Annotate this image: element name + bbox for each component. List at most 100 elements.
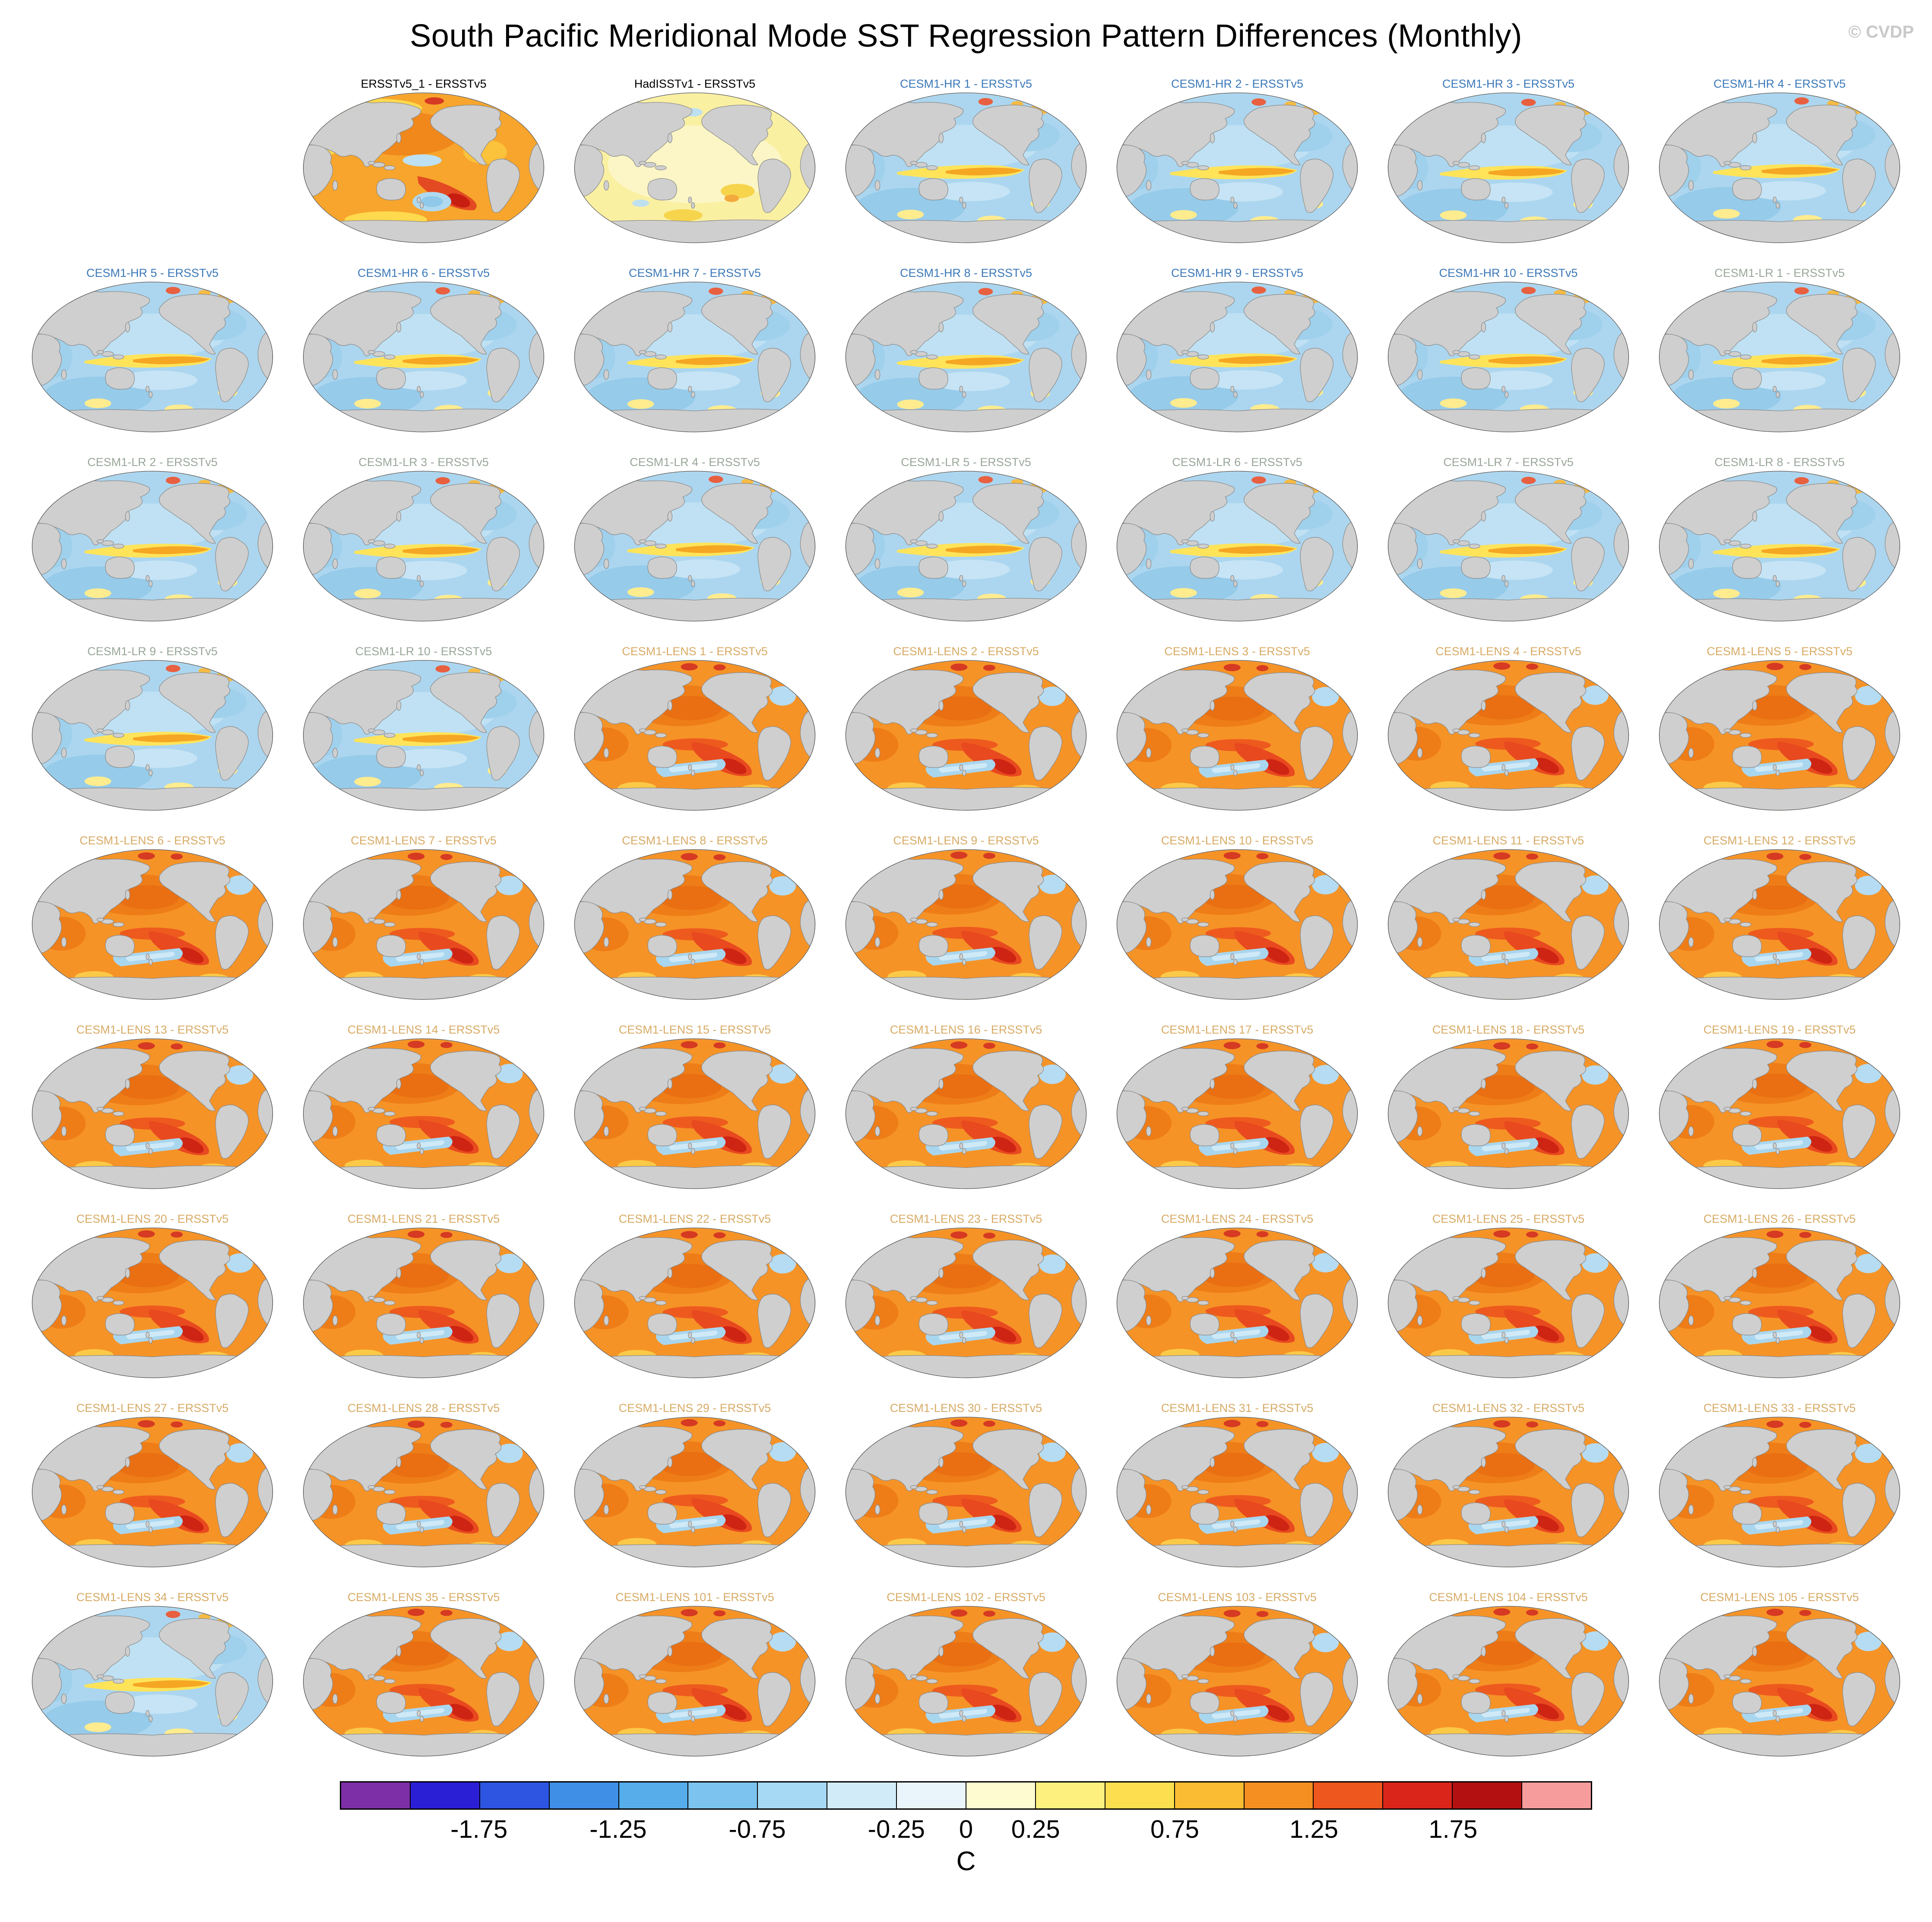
- world-map: [1658, 1416, 1901, 1568]
- colorbar-tick-label: -0.25: [868, 1815, 925, 1843]
- map-panel: CESM1-LENS 29 - ERSSTv5: [573, 1402, 816, 1568]
- world-map: [573, 92, 816, 244]
- map-panel-title: CESM1-HR 5 - ERSSTv5: [86, 266, 219, 279]
- map-panel: CESM1-LR 6 - ERSSTv5: [1116, 456, 1359, 622]
- map-panel-title: CESM1-LR 9 - ERSSTv5: [87, 645, 218, 658]
- world-map: [302, 849, 545, 1000]
- map-panel: HadISSTv1 - ERSSTv5: [573, 77, 816, 244]
- colorbar-segment: [549, 1782, 619, 1808]
- world-map-svg: [574, 471, 816, 622]
- world-map: [845, 1227, 1087, 1379]
- map-panel: CESM1-LENS 9 - ERSSTv5: [845, 834, 1087, 1000]
- world-map-svg: [303, 1227, 545, 1378]
- map-panel-title: CESM1-LENS 19 - ERSSTv5: [1703, 1023, 1856, 1036]
- map-panel: CESM1-LENS 21 - ERSSTv5: [302, 1212, 545, 1379]
- map-panel-title: HadISSTv1 - ERSSTv5: [634, 77, 756, 90]
- map-panel: CESM1-LENS 4 - ERSSTv5: [1387, 645, 1630, 811]
- world-map: [845, 281, 1087, 433]
- world-map-svg: [32, 471, 273, 622]
- world-map-svg: [845, 1227, 1087, 1378]
- map-panel: CESM1-LENS 8 - ERSSTv5: [573, 834, 816, 1000]
- world-map: [31, 1416, 274, 1568]
- map-grid: ERSSTv5_1 - ERSSTv5 HadISSTv1 - ERSSTv5 …: [31, 77, 1901, 1757]
- world-map: [845, 92, 1087, 244]
- world-map-svg: [1116, 1606, 1358, 1757]
- world-map-svg: [845, 1606, 1087, 1757]
- world-map-svg: [1116, 1417, 1358, 1567]
- colorbar-tick-label: 1.25: [1289, 1815, 1339, 1843]
- map-panel-title: CESM1-LENS 28 - ERSSTv5: [347, 1402, 500, 1415]
- world-map: [31, 470, 274, 622]
- map-panel-title: CESM1-HR 10 - ERSSTv5: [1439, 266, 1578, 279]
- map-panel: CESM1-LENS 1 - ERSSTv5: [573, 645, 816, 811]
- world-map-svg: [1659, 1417, 1900, 1567]
- world-map-svg: [1116, 660, 1358, 811]
- world-map-svg: [303, 1417, 545, 1567]
- map-panel: CESM1-LR 7 - ERSSTv5: [1387, 456, 1630, 622]
- map-panel-title: CESM1-LENS 3 - ERSSTv5: [1164, 645, 1310, 658]
- world-map-svg: [303, 1606, 545, 1757]
- map-panel-title: CESM1-LENS 25 - ERSSTv5: [1432, 1212, 1585, 1225]
- colorbar-segment: [1036, 1782, 1105, 1808]
- map-panel: CESM1-LR 9 - ERSSTv5: [31, 645, 274, 811]
- world-map-svg: [32, 1038, 273, 1189]
- world-map-svg: [1659, 471, 1900, 622]
- map-panel: CESM1-LENS 20 - ERSSTv5: [31, 1212, 274, 1379]
- world-map: [1116, 470, 1359, 622]
- map-panel-title: CESM1-LENS 34 - ERSSTv5: [76, 1591, 229, 1604]
- map-panel: CESM1-LENS 103 - ERSSTv5: [1116, 1591, 1359, 1757]
- map-panel-title: CESM1-LR 4 - ERSSTv5: [630, 456, 760, 469]
- world-map: [1116, 849, 1359, 1000]
- map-panel-title: CESM1-LENS 24 - ERSSTv5: [1161, 1212, 1314, 1225]
- map-panel: CESM1-LENS 101 - ERSSTv5: [573, 1591, 816, 1757]
- world-map-svg: [845, 849, 1087, 1000]
- map-panel: CESM1-LENS 31 - ERSSTv5: [1116, 1402, 1359, 1568]
- map-panel-title: CESM1-LR 3 - ERSSTv5: [358, 456, 489, 469]
- map-panel-title: CESM1-LR 1 - ERSSTv5: [1714, 266, 1845, 279]
- map-panel: CESM1-LENS 12 - ERSSTv5: [1658, 834, 1901, 1000]
- map-panel: CESM1-LENS 3 - ERSSTv5: [1116, 645, 1359, 811]
- world-map-svg: [32, 660, 273, 811]
- colorbar-segment: [827, 1782, 897, 1808]
- colorbar-segment: [1453, 1782, 1523, 1808]
- map-panel-title: CESM1-LENS 33 - ERSSTv5: [1703, 1402, 1856, 1415]
- world-map-svg: [1387, 660, 1629, 811]
- map-panel-title: CESM1-LENS 104 - ERSSTv5: [1429, 1591, 1588, 1604]
- map-panel-title: CESM1-LENS 14 - ERSSTv5: [347, 1023, 500, 1036]
- world-map: [1387, 660, 1630, 811]
- map-panel: CESM1-LENS 6 - ERSSTv5: [31, 834, 274, 1000]
- colorbar-segment: [966, 1782, 1036, 1808]
- map-panel-title: CESM1-LR 8 - ERSSTv5: [1714, 456, 1845, 469]
- map-panel: CESM1-LENS 26 - ERSSTv5: [1658, 1212, 1901, 1379]
- world-map-svg: [1659, 1038, 1900, 1189]
- world-map: [573, 660, 816, 811]
- world-map: [302, 1605, 545, 1757]
- map-panel: CESM1-LR 10 - ERSSTv5: [302, 645, 545, 811]
- map-panel: CESM1-LENS 19 - ERSSTv5: [1658, 1023, 1901, 1189]
- world-map: [31, 1605, 274, 1757]
- world-map-svg: [32, 849, 273, 1000]
- map-panel-title: CESM1-LENS 7 - ERSSTv5: [351, 834, 497, 847]
- map-panel: CESM1-HR 9 - ERSSTv5: [1116, 266, 1359, 433]
- map-panel-title: CESM1-LENS 29 - ERSSTv5: [618, 1402, 771, 1415]
- world-map: [1387, 1038, 1630, 1189]
- world-map: [1387, 470, 1630, 622]
- map-panel-title: CESM1-LENS 1 - ERSSTv5: [622, 645, 768, 658]
- map-panel-title: CESM1-LR 2 - ERSSTv5: [87, 456, 218, 469]
- map-panel-title: CESM1-HR 4 - ERSSTv5: [1713, 77, 1846, 90]
- map-panel-title: CESM1-HR 8 - ERSSTv5: [899, 266, 1033, 279]
- world-map: [1387, 92, 1630, 244]
- world-map: [302, 1416, 545, 1568]
- colorbar-segment: [619, 1782, 689, 1808]
- world-map: [1116, 1605, 1359, 1757]
- map-panel-title: CESM1-LENS 32 - ERSSTv5: [1432, 1402, 1585, 1415]
- world-map-svg: [1387, 282, 1629, 432]
- map-panel: CESM1-HR 2 - ERSSTv5: [1116, 77, 1359, 244]
- world-map-svg: [303, 282, 545, 432]
- map-panel-title: CESM1-HR 3 - ERSSTv5: [1442, 77, 1575, 90]
- colorbar-segment: [1105, 1782, 1175, 1808]
- colorbar-segment: [758, 1782, 828, 1808]
- world-map: [573, 1416, 816, 1568]
- world-map: [1658, 1605, 1901, 1757]
- world-map: [1658, 1038, 1901, 1189]
